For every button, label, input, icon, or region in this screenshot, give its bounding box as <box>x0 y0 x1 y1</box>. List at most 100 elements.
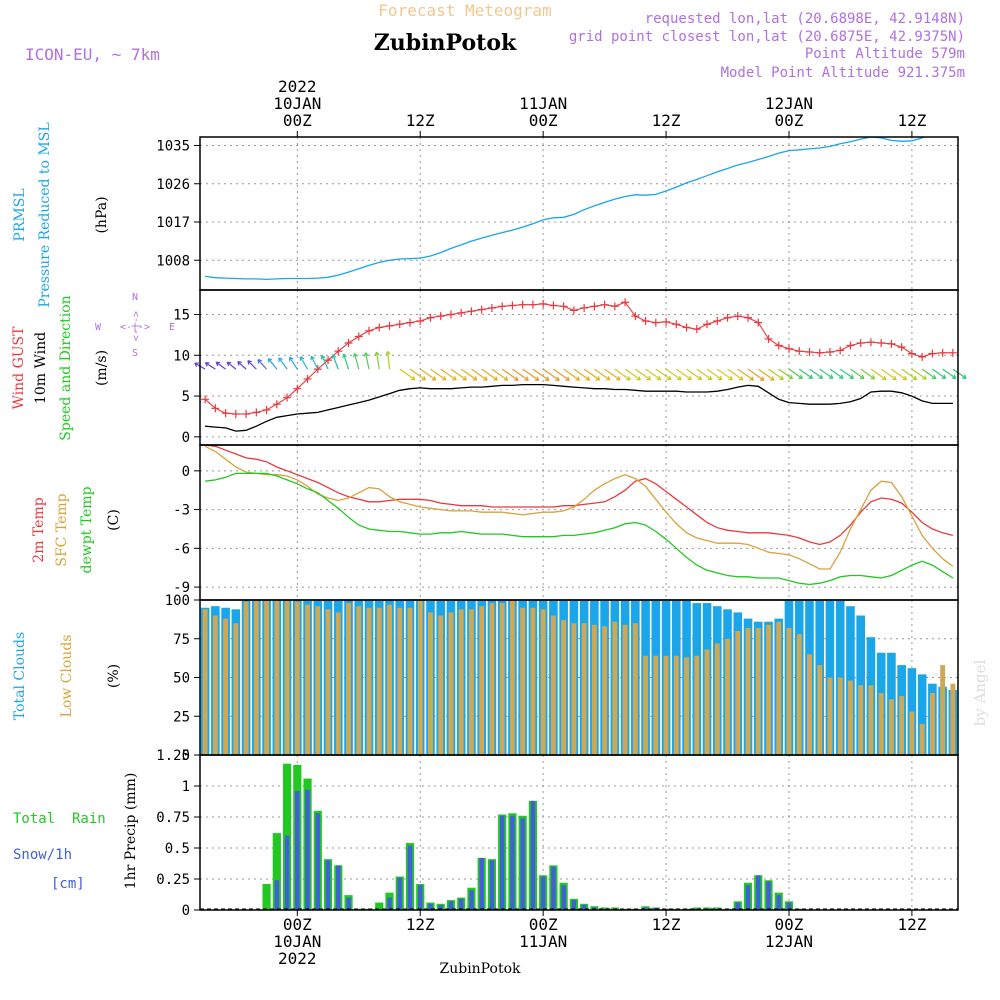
low-clouds-bar <box>468 609 474 755</box>
low-clouds-bar <box>673 655 679 755</box>
wind-gust-marker <box>795 347 804 356</box>
temp-tick-label: 0 <box>182 464 190 480</box>
top-time-label: 12JAN <box>765 94 813 113</box>
wind-direction-arrowhead <box>808 374 814 379</box>
wind-direction-arrowhead <box>565 376 570 381</box>
wind-direction-arrowhead <box>922 375 927 380</box>
clouds-tick-label: 75 <box>173 632 190 648</box>
low-clouds-bar <box>428 612 433 755</box>
wind-direction-arrowhead <box>331 354 337 359</box>
compass-arrows: <-|-> <box>120 322 150 333</box>
wind-direction-arrowhead <box>770 376 775 381</box>
wind-direction-arrow <box>655 368 672 381</box>
wind-gust-marker <box>846 341 855 350</box>
top-time-label: 10JAN <box>273 94 321 113</box>
low-clouds-bar <box>694 655 700 755</box>
wind-direction-arrowhead <box>636 375 641 381</box>
wind-gust-marker <box>651 318 660 327</box>
snow-bar <box>551 866 556 910</box>
wind-direction-arrow <box>247 360 257 370</box>
wind-direction-arrow <box>604 368 621 381</box>
snow-bar <box>540 876 546 910</box>
snow-bar <box>387 897 392 910</box>
wind-direction-arrow <box>634 368 651 381</box>
bottom-time-label: 11JAN <box>519 932 567 951</box>
wind-gust-marker <box>262 405 271 414</box>
wind-direction-arrowhead <box>881 375 887 381</box>
wind-direction-arrow <box>624 368 641 381</box>
wind-direction-arrow <box>594 368 611 381</box>
snow-bar <box>428 903 433 910</box>
wind-direction-arrow <box>553 368 570 381</box>
wind-direction-arrowhead <box>237 361 242 366</box>
wind-direction-arrow <box>491 368 509 381</box>
bottom-time-label: 12Z <box>897 915 926 934</box>
top-time-label: 11JAN <box>519 94 567 113</box>
low-clouds-bar <box>284 600 290 755</box>
wind-gust-marker <box>703 320 712 329</box>
wind-direction-arrow <box>267 358 278 370</box>
wind-tick-label: 15 <box>173 307 190 323</box>
wind-direction-arrow <box>321 355 329 370</box>
precipitation-panel: 1.25 1 0.75 0.5 0.25 0 <box>156 748 958 919</box>
temp-tick-label: -9 <box>173 580 190 596</box>
pressure-tick-label: 1026 <box>156 177 190 193</box>
wind-direction-arrow <box>542 368 560 381</box>
low-clouds-bar <box>950 683 956 755</box>
low-clouds-bar <box>417 600 423 755</box>
wind-direction-arrowhead <box>902 375 908 381</box>
wind-gust-marker <box>559 302 568 311</box>
wind-direction-arrow <box>522 368 540 381</box>
low-clouds-bar <box>827 677 833 755</box>
wind-direction-arrow <box>409 368 426 381</box>
wind-direction-arrow <box>798 368 813 379</box>
low-clouds-bar <box>663 655 669 755</box>
wind-direction-arrow <box>757 368 775 381</box>
wind-direction-arrowhead <box>849 374 854 379</box>
snow-bar <box>786 902 792 910</box>
low-clouds-bar <box>448 612 454 755</box>
wind-direction-arrowhead <box>707 375 713 381</box>
wind-direction-arrow <box>778 368 793 380</box>
low-clouds-bar <box>796 634 802 755</box>
top-time-label: 00Z <box>775 111 804 130</box>
low-clouds-bar <box>766 624 771 755</box>
low-clouds-bar <box>550 615 556 755</box>
bottom-time-label: 00Z <box>529 915 558 934</box>
wind-direction-arrowhead <box>616 376 621 381</box>
wind-direction-arrow <box>788 368 803 379</box>
low-clouds-bar <box>223 618 229 755</box>
wind-gust-marker <box>426 313 435 322</box>
wind-direction-arrow <box>278 357 288 370</box>
wind-direction-arrow <box>819 368 834 379</box>
closest-coordinates: grid point closest lon,lat (20.6875E, 42… <box>569 29 965 45</box>
wind-direction-arrow <box>716 368 733 381</box>
compass-s: S <box>132 348 138 359</box>
total-clouds-label: Total Clouds <box>12 632 28 720</box>
wind-direction-arrowhead <box>226 361 232 367</box>
low-clouds-bar <box>397 607 403 755</box>
snow-bar <box>479 857 484 910</box>
low-clouds-bar <box>294 601 300 755</box>
clouds-tick-label: 0 <box>182 748 190 764</box>
pressure-unit: (hPa) <box>94 196 110 233</box>
wind-gust-marker <box>231 410 240 418</box>
wind-gust-marker <box>825 348 834 356</box>
precip-tick-label: 0.5 <box>165 841 190 857</box>
wind-gust-marker <box>334 347 343 356</box>
low-clouds-bar <box>479 606 485 755</box>
wind-gust-marker <box>201 395 210 404</box>
wind-direction-arrowhead <box>431 376 437 381</box>
low-clouds-bar <box>786 627 792 755</box>
total-rain-label: Total Rain <box>13 811 106 827</box>
wind-direction-arrow <box>399 368 416 381</box>
wind-direction-arrowhead <box>514 376 519 381</box>
wind-direction-arrow <box>501 368 519 381</box>
wind-direction-arrow <box>839 368 854 379</box>
temp-2m-label: 2m Temp <box>31 497 47 562</box>
wind-gust-marker <box>313 365 322 374</box>
pressure-tick-label: 1017 <box>156 215 190 231</box>
wind-direction-arrow <box>563 368 580 381</box>
wind-direction-arrow <box>942 368 957 379</box>
